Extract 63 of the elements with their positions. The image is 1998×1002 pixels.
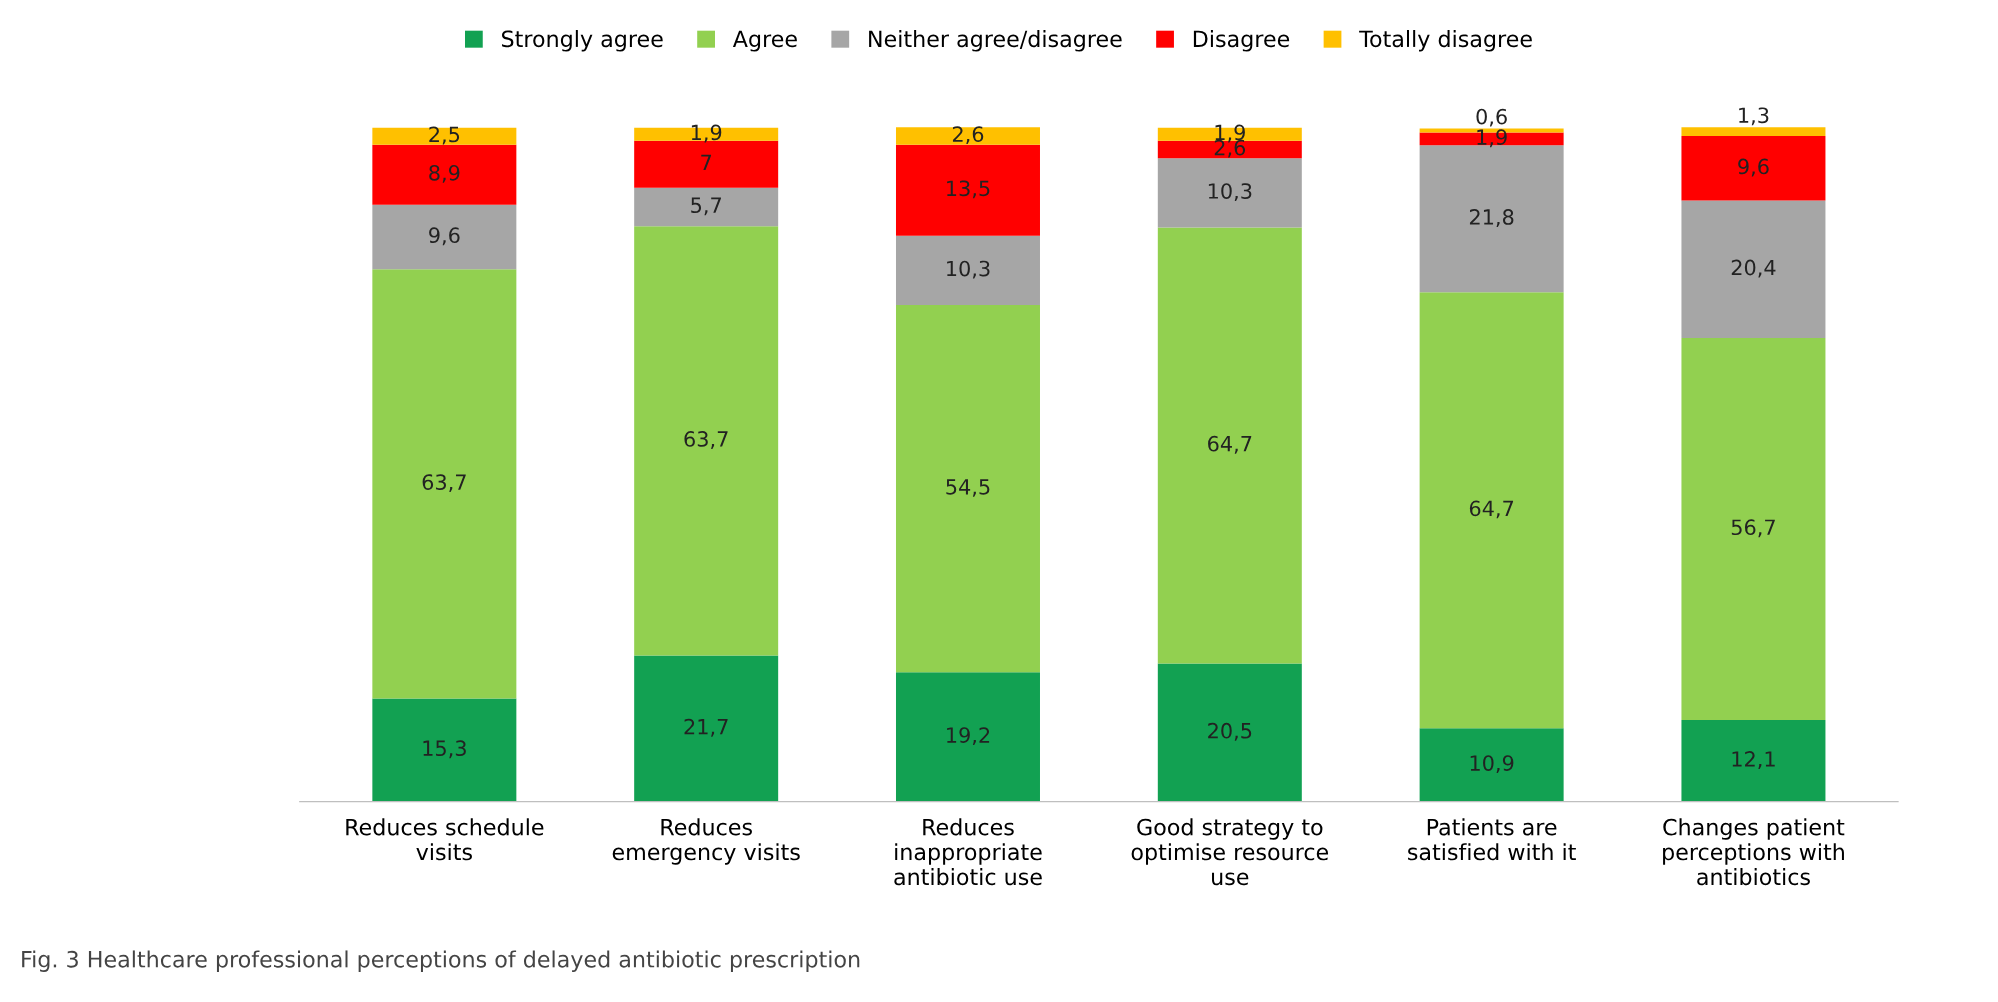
bar [1157, 158, 1302, 228]
bar [1681, 338, 1826, 721]
data-label: 10,9 [1470, 755, 1514, 774]
data-label: 15,3 [423, 740, 466, 759]
data-label: 21,8 [1469, 209, 1514, 227]
data-label: 1,9 [691, 124, 722, 143]
data-label: 5,7 [691, 197, 721, 216]
bar [895, 144, 1040, 236]
x-tick-label: Reduces inappropriate antibiotic use [894, 818, 1042, 886]
data-label: 63,7 [422, 474, 466, 493]
bar [895, 235, 1040, 306]
data-label: 7 [701, 154, 712, 170]
bar [634, 187, 779, 227]
legend-label: Totally disagree [1359, 30, 1532, 52]
bar [1681, 135, 1826, 201]
data-label: 19,2 [947, 727, 990, 746]
data-label: 64,7 [1469, 500, 1514, 519]
data-label: 9,6 [1738, 158, 1769, 177]
bar [1157, 663, 1302, 802]
data-label: 9,6 [429, 227, 460, 246]
x-tick-label: Reduces schedule visits [346, 818, 544, 861]
data-label: 1,3 [1739, 107, 1769, 126]
x-tick-label: Patients are satisfied with it [1408, 818, 1576, 861]
legend-label: Neither agree/disagree [869, 30, 1122, 52]
data-label: 10,3 [947, 260, 990, 279]
data-label: 56,7 [1731, 519, 1775, 538]
legend-label: Agree [732, 30, 797, 52]
bar [372, 127, 517, 145]
bar [1419, 728, 1564, 802]
bar [895, 672, 1040, 802]
bar [1419, 292, 1564, 729]
legend-label: Disagree [1193, 30, 1290, 52]
bar [634, 655, 779, 802]
bar [895, 305, 1040, 673]
data-label: 10,3 [1208, 183, 1252, 202]
bar [1681, 720, 1826, 802]
legend-label: Strongly agree [501, 30, 663, 52]
data-label: 2,6 [952, 126, 984, 145]
bar [1681, 127, 1826, 136]
bar [634, 226, 779, 656]
x-tick-label: Good strategy to optimise resource use [1131, 818, 1329, 886]
bar [1157, 227, 1302, 664]
data-label: 54,5 [946, 479, 990, 497]
data-label: 63,7 [684, 431, 728, 449]
data-label: 64,7 [1208, 435, 1252, 454]
data-label: 13,5 [947, 180, 990, 199]
data-label: 20,5 [1208, 722, 1252, 741]
bar [1681, 200, 1826, 339]
data-label: 12,1 [1732, 751, 1775, 770]
data-label: 20,4 [1731, 259, 1776, 278]
data-label: 2,5 [429, 126, 460, 145]
x-tick-label: Changes patient perceptions with antibiotics [1663, 818, 1845, 886]
data-label: 0,6 [1476, 108, 1507, 127]
data-label: 8,9 [429, 164, 460, 183]
bar [372, 204, 517, 270]
bar [895, 127, 1040, 145]
x-tick-label: Reduces emergency visits [612, 818, 800, 865]
bar [372, 269, 517, 699]
bar [372, 698, 517, 802]
data-label: 21,7 [684, 718, 728, 737]
data-label: 1,9 [1477, 129, 1507, 148]
caption: Fig. 3 Healthcare professional perceptions of delayed antibiotic prescription [22, 950, 860, 972]
bar [372, 144, 517, 205]
